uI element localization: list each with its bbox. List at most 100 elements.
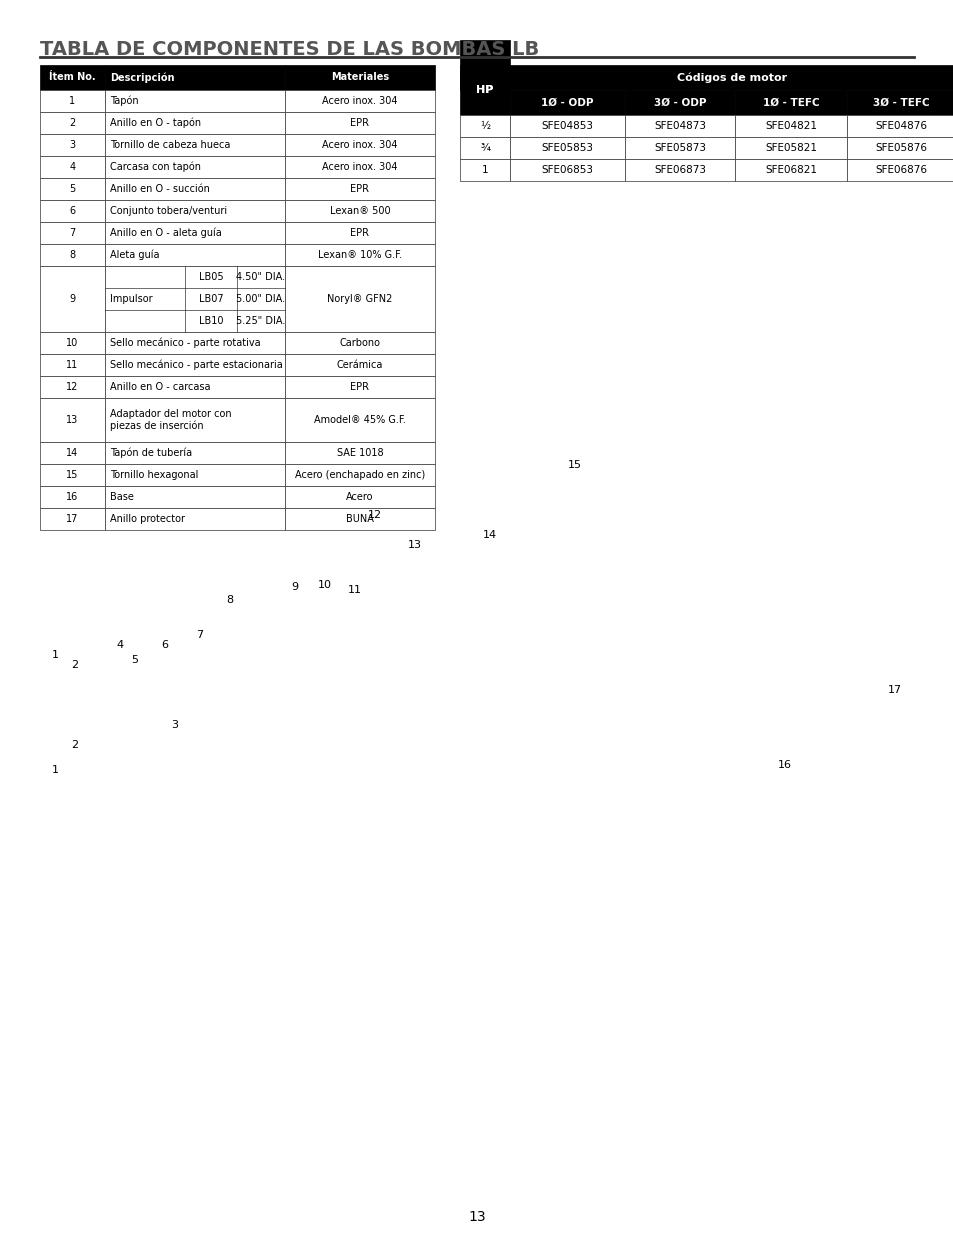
FancyBboxPatch shape	[40, 354, 105, 375]
FancyBboxPatch shape	[734, 115, 846, 137]
FancyBboxPatch shape	[105, 398, 285, 442]
FancyBboxPatch shape	[846, 90, 953, 115]
FancyBboxPatch shape	[40, 332, 105, 354]
Text: Tapón de tubería: Tapón de tubería	[110, 448, 192, 458]
Text: 2: 2	[71, 659, 78, 671]
FancyBboxPatch shape	[285, 178, 435, 200]
Text: Descripción: Descripción	[110, 73, 174, 83]
FancyBboxPatch shape	[105, 464, 285, 487]
FancyBboxPatch shape	[40, 222, 105, 245]
Text: SFE05876: SFE05876	[874, 143, 926, 153]
FancyBboxPatch shape	[285, 112, 435, 135]
FancyBboxPatch shape	[40, 266, 105, 332]
FancyBboxPatch shape	[285, 354, 435, 375]
FancyBboxPatch shape	[40, 245, 105, 266]
Text: 10: 10	[317, 580, 332, 590]
Text: SFE05853: SFE05853	[541, 143, 593, 153]
FancyBboxPatch shape	[459, 40, 510, 90]
Text: 12: 12	[368, 510, 381, 520]
FancyBboxPatch shape	[846, 159, 953, 182]
FancyBboxPatch shape	[105, 200, 285, 222]
FancyBboxPatch shape	[734, 90, 846, 115]
Text: 13: 13	[468, 1210, 485, 1224]
FancyBboxPatch shape	[105, 135, 285, 156]
Text: SFE04821: SFE04821	[764, 121, 816, 131]
FancyBboxPatch shape	[40, 135, 105, 156]
Text: 1: 1	[481, 165, 488, 175]
Text: BUNA: BUNA	[346, 514, 374, 524]
Text: 11: 11	[348, 585, 361, 595]
Text: Anillo en O - tapón: Anillo en O - tapón	[110, 117, 201, 128]
FancyBboxPatch shape	[105, 65, 285, 90]
FancyBboxPatch shape	[510, 65, 953, 90]
Text: 14: 14	[482, 530, 497, 540]
Text: Anillo en O - aleta guía: Anillo en O - aleta guía	[110, 227, 221, 238]
Text: Anillo en O - succión: Anillo en O - succión	[110, 184, 210, 194]
Text: SFE04876: SFE04876	[874, 121, 926, 131]
Text: SFE06873: SFE06873	[654, 165, 705, 175]
Text: HP: HP	[476, 85, 493, 95]
FancyBboxPatch shape	[105, 112, 285, 135]
Text: Lexan® 500: Lexan® 500	[330, 206, 390, 216]
Text: 6: 6	[70, 206, 75, 216]
Text: 4.50" DIA.: 4.50" DIA.	[236, 272, 285, 282]
Text: 2: 2	[71, 740, 78, 750]
Text: 15: 15	[567, 459, 581, 471]
Text: ¾: ¾	[479, 143, 490, 153]
Text: Carcasa con tapón: Carcasa con tapón	[110, 162, 201, 172]
Text: Tapón: Tapón	[110, 96, 138, 106]
Text: Acero inox. 304: Acero inox. 304	[322, 140, 397, 149]
Text: 13: 13	[408, 540, 421, 550]
FancyBboxPatch shape	[510, 90, 624, 115]
Text: 16: 16	[778, 760, 791, 769]
FancyBboxPatch shape	[105, 222, 285, 245]
Text: Materiales: Materiales	[331, 73, 389, 83]
Text: 17: 17	[67, 514, 78, 524]
FancyBboxPatch shape	[40, 112, 105, 135]
Text: EPR: EPR	[350, 228, 369, 238]
FancyBboxPatch shape	[846, 137, 953, 159]
FancyBboxPatch shape	[459, 137, 510, 159]
FancyBboxPatch shape	[285, 487, 435, 508]
Text: HP: HP	[476, 85, 493, 95]
Text: ½: ½	[479, 121, 490, 131]
FancyBboxPatch shape	[285, 90, 435, 112]
Text: Adaptador del motor con
piezas de inserción: Adaptador del motor con piezas de inserc…	[110, 409, 232, 431]
Text: 4: 4	[116, 640, 124, 650]
Text: SFE05873: SFE05873	[654, 143, 705, 153]
FancyBboxPatch shape	[846, 115, 953, 137]
FancyBboxPatch shape	[40, 375, 105, 398]
FancyBboxPatch shape	[285, 222, 435, 245]
FancyBboxPatch shape	[285, 200, 435, 222]
FancyBboxPatch shape	[40, 65, 105, 90]
Text: SFE04873: SFE04873	[654, 121, 705, 131]
Text: Tornillo de cabeza hueca: Tornillo de cabeza hueca	[110, 140, 230, 149]
FancyBboxPatch shape	[285, 398, 435, 442]
FancyBboxPatch shape	[40, 442, 105, 464]
Text: Códigos de motor: Códigos de motor	[677, 73, 787, 83]
Text: 8: 8	[226, 595, 233, 605]
FancyBboxPatch shape	[40, 178, 105, 200]
FancyBboxPatch shape	[105, 487, 285, 508]
Text: Anillo en O - carcasa: Anillo en O - carcasa	[110, 382, 211, 391]
Text: EPR: EPR	[350, 119, 369, 128]
Text: SFE06853: SFE06853	[541, 165, 593, 175]
Text: 1: 1	[51, 764, 58, 776]
Text: SAE 1018: SAE 1018	[336, 448, 383, 458]
FancyBboxPatch shape	[105, 245, 285, 266]
FancyBboxPatch shape	[285, 442, 435, 464]
FancyBboxPatch shape	[624, 159, 734, 182]
Text: 9: 9	[70, 294, 75, 304]
FancyBboxPatch shape	[285, 245, 435, 266]
Text: TABLA DE COMPONENTES DE LAS BOMBAS LB: TABLA DE COMPONENTES DE LAS BOMBAS LB	[40, 40, 538, 59]
FancyBboxPatch shape	[624, 90, 734, 115]
FancyBboxPatch shape	[285, 375, 435, 398]
Text: 8: 8	[70, 249, 75, 261]
Text: SFE05821: SFE05821	[764, 143, 816, 153]
Text: 2: 2	[70, 119, 75, 128]
Text: 1Ø - ODP: 1Ø - ODP	[540, 98, 593, 107]
Text: 10: 10	[67, 338, 78, 348]
Text: 3: 3	[70, 140, 75, 149]
Text: 15: 15	[67, 471, 78, 480]
FancyBboxPatch shape	[40, 200, 105, 222]
